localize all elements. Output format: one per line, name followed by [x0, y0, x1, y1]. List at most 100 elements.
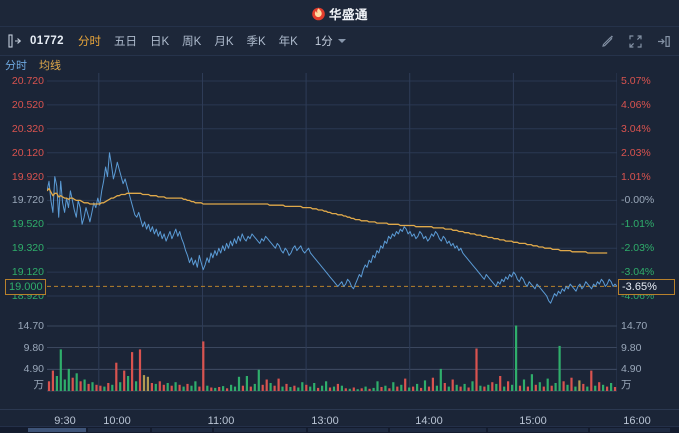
strip-segment-7[interactable]: [590, 428, 670, 432]
volume-bar: [218, 387, 221, 391]
watchlist-icon[interactable]: [8, 34, 24, 48]
volume-bar: [594, 385, 597, 391]
volume-bar: [356, 389, 359, 391]
volume-bar: [269, 383, 272, 391]
volume-bar: [518, 385, 522, 391]
strip-segment-5[interactable]: [390, 428, 486, 432]
time-tick-5: 15:00: [519, 415, 547, 427]
price-plot[interactable]: [47, 73, 617, 404]
volume-bar: [475, 348, 478, 391]
volume-bar: [253, 383, 256, 391]
volume-bar: [447, 386, 450, 391]
percent-tick-0: 5.07%: [621, 75, 651, 87]
strip-segment-4[interactable]: [308, 428, 388, 432]
time-tick-0: 9:30: [54, 415, 76, 427]
volume-bar: [190, 385, 193, 391]
volume-tick-left-2: 14.70: [621, 319, 648, 332]
volume-unit-left: 万: [33, 379, 45, 391]
interval-selector[interactable]: 1分: [315, 33, 346, 49]
volume-bar: [265, 379, 268, 391]
volume-bar: [459, 386, 462, 391]
volume-bar: [384, 385, 387, 391]
period-tab-5day[interactable]: 五日: [113, 36, 137, 48]
volume-bar: [348, 388, 351, 391]
volume-bar: [515, 325, 518, 391]
volume-bar: [47, 381, 51, 391]
volume-bar: [613, 387, 617, 391]
volume-bar: [427, 386, 431, 391]
volume-bar: [257, 369, 260, 391]
strip-segment-2[interactable]: [152, 428, 212, 432]
volume-bar: [483, 386, 486, 391]
volume-bar: [206, 385, 209, 391]
strip-segment-6[interactable]: [488, 428, 588, 432]
period-tab-yeark[interactable]: 年K: [278, 36, 298, 48]
strip-segment-1[interactable]: [88, 428, 150, 432]
volume-bar: [495, 383, 498, 391]
volume-bar: [285, 383, 288, 391]
volume-bar: [127, 376, 130, 391]
volume-bar: [301, 382, 304, 391]
volume-bar: [550, 385, 553, 391]
volume-bar: [138, 349, 142, 391]
volume-bar: [230, 384, 233, 391]
volume-bar: [439, 368, 442, 391]
volume-bar: [107, 383, 110, 391]
volume-bar: [233, 386, 237, 391]
chart-area: 20.720 20.520 20.320 20.120 19.920 19.720 19.5…: [0, 73, 679, 433]
volume-bar: [194, 381, 197, 391]
period-tab-quarterk[interactable]: 季K: [246, 36, 266, 48]
price-tick-1: 20.520: [11, 98, 44, 111]
volume-tick-left-1: 9.80: [621, 341, 642, 354]
brand-logo: 华盛通: [311, 4, 368, 23]
volume-bar: [119, 382, 122, 391]
legend-item-fenshi[interactable]: 分时: [5, 59, 27, 72]
period-tab-fenshi[interactable]: 分时: [77, 36, 101, 48]
volume-bar: [261, 384, 264, 391]
period-tab-weekk[interactable]: 周K: [182, 36, 202, 48]
volume-bar: [99, 385, 102, 391]
pencil-draw-icon[interactable]: [600, 34, 615, 49]
volume-bar: [360, 388, 363, 391]
period-tab-dayk[interactable]: 日K: [149, 36, 170, 48]
price-tick-0: 20.720: [11, 75, 44, 87]
legend-item-junxian[interactable]: 均线: [39, 59, 61, 72]
strip-segment-3[interactable]: [214, 428, 306, 432]
volume-bar: [178, 384, 181, 391]
time-tick-6: 16:00: [623, 415, 651, 427]
volume-bar: [321, 385, 324, 391]
volume-bar: [491, 382, 494, 391]
chevron-down-icon: [337, 39, 346, 43]
volume-bar: [412, 386, 415, 391]
volume-bar: [309, 386, 312, 391]
scroll-progress-strip[interactable]: [0, 426, 679, 433]
volume-bar: [166, 383, 169, 391]
volume-bar: [606, 386, 609, 391]
volume-bar: [558, 345, 561, 391]
time-tick-2: 11:00: [207, 415, 235, 427]
volume-bar: [154, 383, 157, 391]
volume-bar: [202, 341, 205, 391]
percent-tick-9: -4.06%: [621, 290, 655, 302]
volume-bar: [214, 387, 217, 391]
volume-bar: [570, 377, 573, 391]
volume-bar: [610, 383, 613, 391]
toolbar-actions: [600, 27, 671, 55]
volume-bar: [277, 378, 280, 391]
volume-bar: [273, 385, 276, 391]
volume-bar: [420, 387, 423, 391]
fullscreen-icon[interactable]: [628, 34, 643, 49]
volume-bar: [487, 384, 490, 391]
panel-collapse-icon[interactable]: [656, 34, 671, 49]
indicator-legend: 分时 均线: [0, 56, 679, 73]
period-tab-monthk[interactable]: 月K: [214, 36, 234, 48]
volume-bar: [142, 375, 146, 391]
volume-bar: [313, 383, 316, 391]
volume-bar: [435, 385, 438, 391]
volume-bar: [562, 381, 565, 391]
volume-bar: [237, 376, 241, 391]
flame-icon: [311, 6, 326, 21]
strip-segment-0[interactable]: [28, 428, 86, 432]
volume-bar: [574, 386, 577, 391]
volume-bar: [95, 384, 98, 391]
